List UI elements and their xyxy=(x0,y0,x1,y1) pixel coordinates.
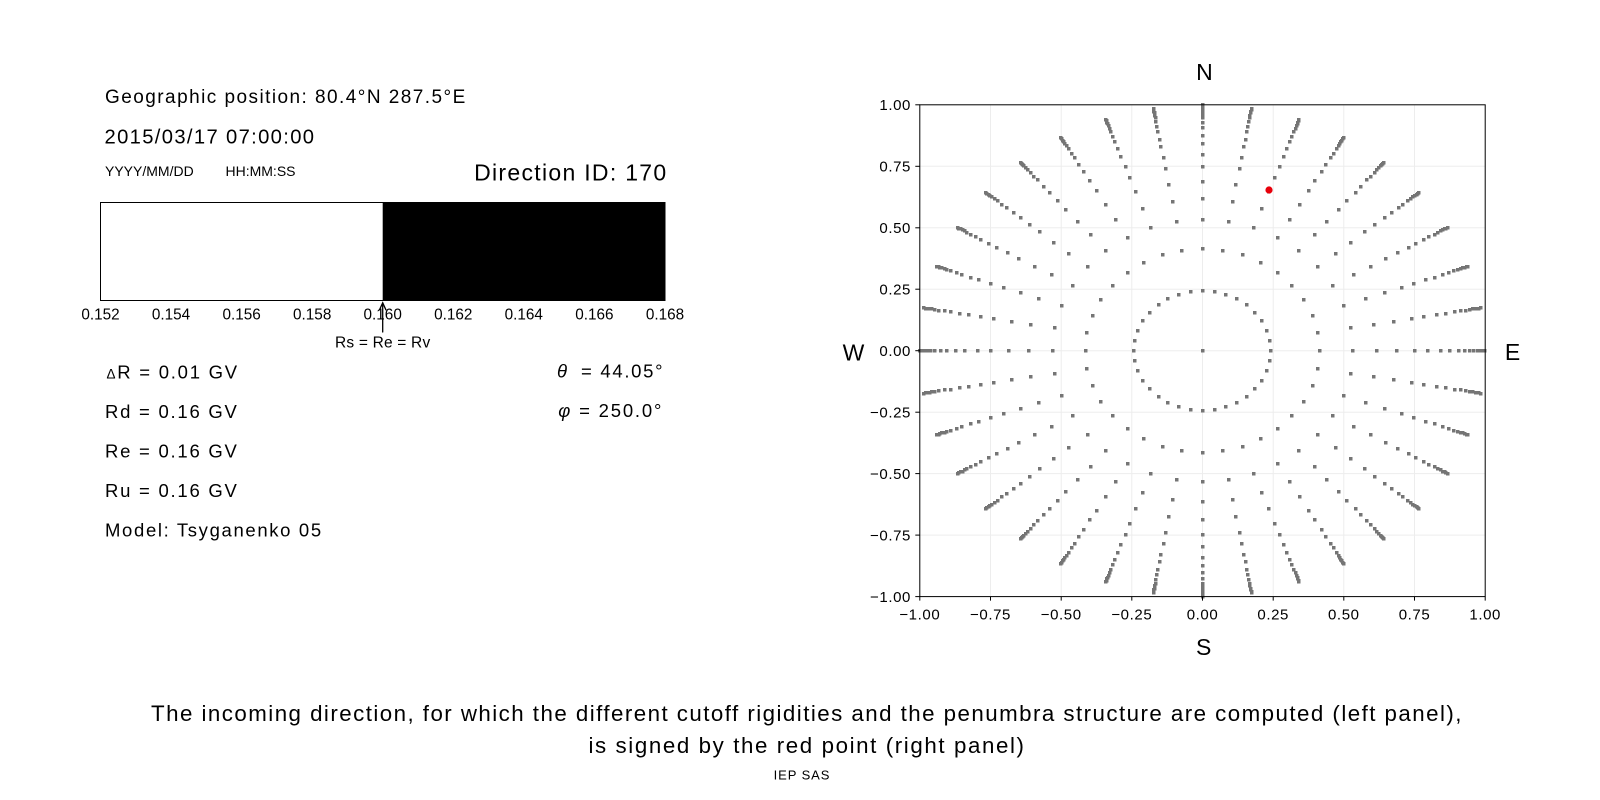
svg-text:0.152: 0.152 xyxy=(81,307,119,324)
svg-text:θ = 44.05°: θ = 44.05° xyxy=(557,361,664,382)
svg-text:Rd = 0.16 GV: Rd = 0.16 GV xyxy=(105,401,239,422)
svg-text:−0.25: −0.25 xyxy=(870,404,911,421)
svg-text:0.164: 0.164 xyxy=(505,307,544,324)
svg-text:0.50: 0.50 xyxy=(879,220,911,237)
svg-text:YYYY/MM/DD: YYYY/MM/DD xyxy=(105,163,194,179)
svg-text:−0.25: −0.25 xyxy=(1111,607,1152,624)
svg-text:N: N xyxy=(1196,59,1213,85)
svg-text:Re = 0.16 GV: Re = 0.16 GV xyxy=(105,441,239,462)
svg-text:is signed by the red point (ri: is signed by the red point (right panel) xyxy=(588,733,1025,758)
svg-text:ΔR = 0.01 GV: ΔR = 0.01 GV xyxy=(107,362,239,383)
svg-text:E: E xyxy=(1505,339,1520,365)
svg-text:0.00: 0.00 xyxy=(1187,607,1219,624)
svg-text:0.162: 0.162 xyxy=(434,307,472,324)
svg-text:Geographic position: 80.4°N 28: Geographic position: 80.4°N 287.5°E xyxy=(105,87,467,108)
svg-text:−0.75: −0.75 xyxy=(970,607,1011,624)
svg-text:−1.00: −1.00 xyxy=(870,589,911,606)
svg-text:Model: Tsyganenko 05: Model: Tsyganenko 05 xyxy=(105,520,323,541)
svg-text:φ = 250.0°: φ = 250.0° xyxy=(558,400,663,421)
svg-text:1.00: 1.00 xyxy=(1469,607,1501,624)
svg-text:Ru = 0.16 GV: Ru = 0.16 GV xyxy=(105,480,239,501)
svg-text:−0.50: −0.50 xyxy=(1041,607,1082,624)
svg-text:0.25: 0.25 xyxy=(1257,607,1289,624)
svg-text:0.75: 0.75 xyxy=(879,159,911,176)
svg-text:S: S xyxy=(1196,634,1211,660)
svg-text:−1.00: −1.00 xyxy=(899,607,940,624)
svg-text:0.154: 0.154 xyxy=(152,307,191,324)
svg-text:The incoming direction, for wh: The incoming direction, for which the di… xyxy=(151,701,1463,726)
svg-text:0.158: 0.158 xyxy=(293,307,331,324)
svg-text:W: W xyxy=(843,340,865,366)
svg-text:Direction ID: 170: Direction ID: 170 xyxy=(474,160,667,186)
svg-text:IEP SAS: IEP SAS xyxy=(774,768,831,783)
svg-text:0.156: 0.156 xyxy=(222,307,260,324)
svg-text:0.25: 0.25 xyxy=(879,281,911,298)
svg-text:0.166: 0.166 xyxy=(575,307,613,324)
svg-text:0.75: 0.75 xyxy=(1399,607,1431,624)
svg-text:0.168: 0.168 xyxy=(646,307,684,324)
svg-text:0.50: 0.50 xyxy=(1328,607,1360,624)
svg-text:1.00: 1.00 xyxy=(879,97,911,114)
svg-text:0.00: 0.00 xyxy=(879,343,911,360)
svg-text:HH:MM:SS: HH:MM:SS xyxy=(226,163,296,179)
svg-text:Rs = Re = Rv: Rs = Re = Rv xyxy=(335,335,430,352)
svg-text:−0.50: −0.50 xyxy=(870,466,911,483)
svg-text:−0.75: −0.75 xyxy=(870,527,911,544)
svg-text:2015/03/17 07:00:00: 2015/03/17 07:00:00 xyxy=(105,127,316,149)
